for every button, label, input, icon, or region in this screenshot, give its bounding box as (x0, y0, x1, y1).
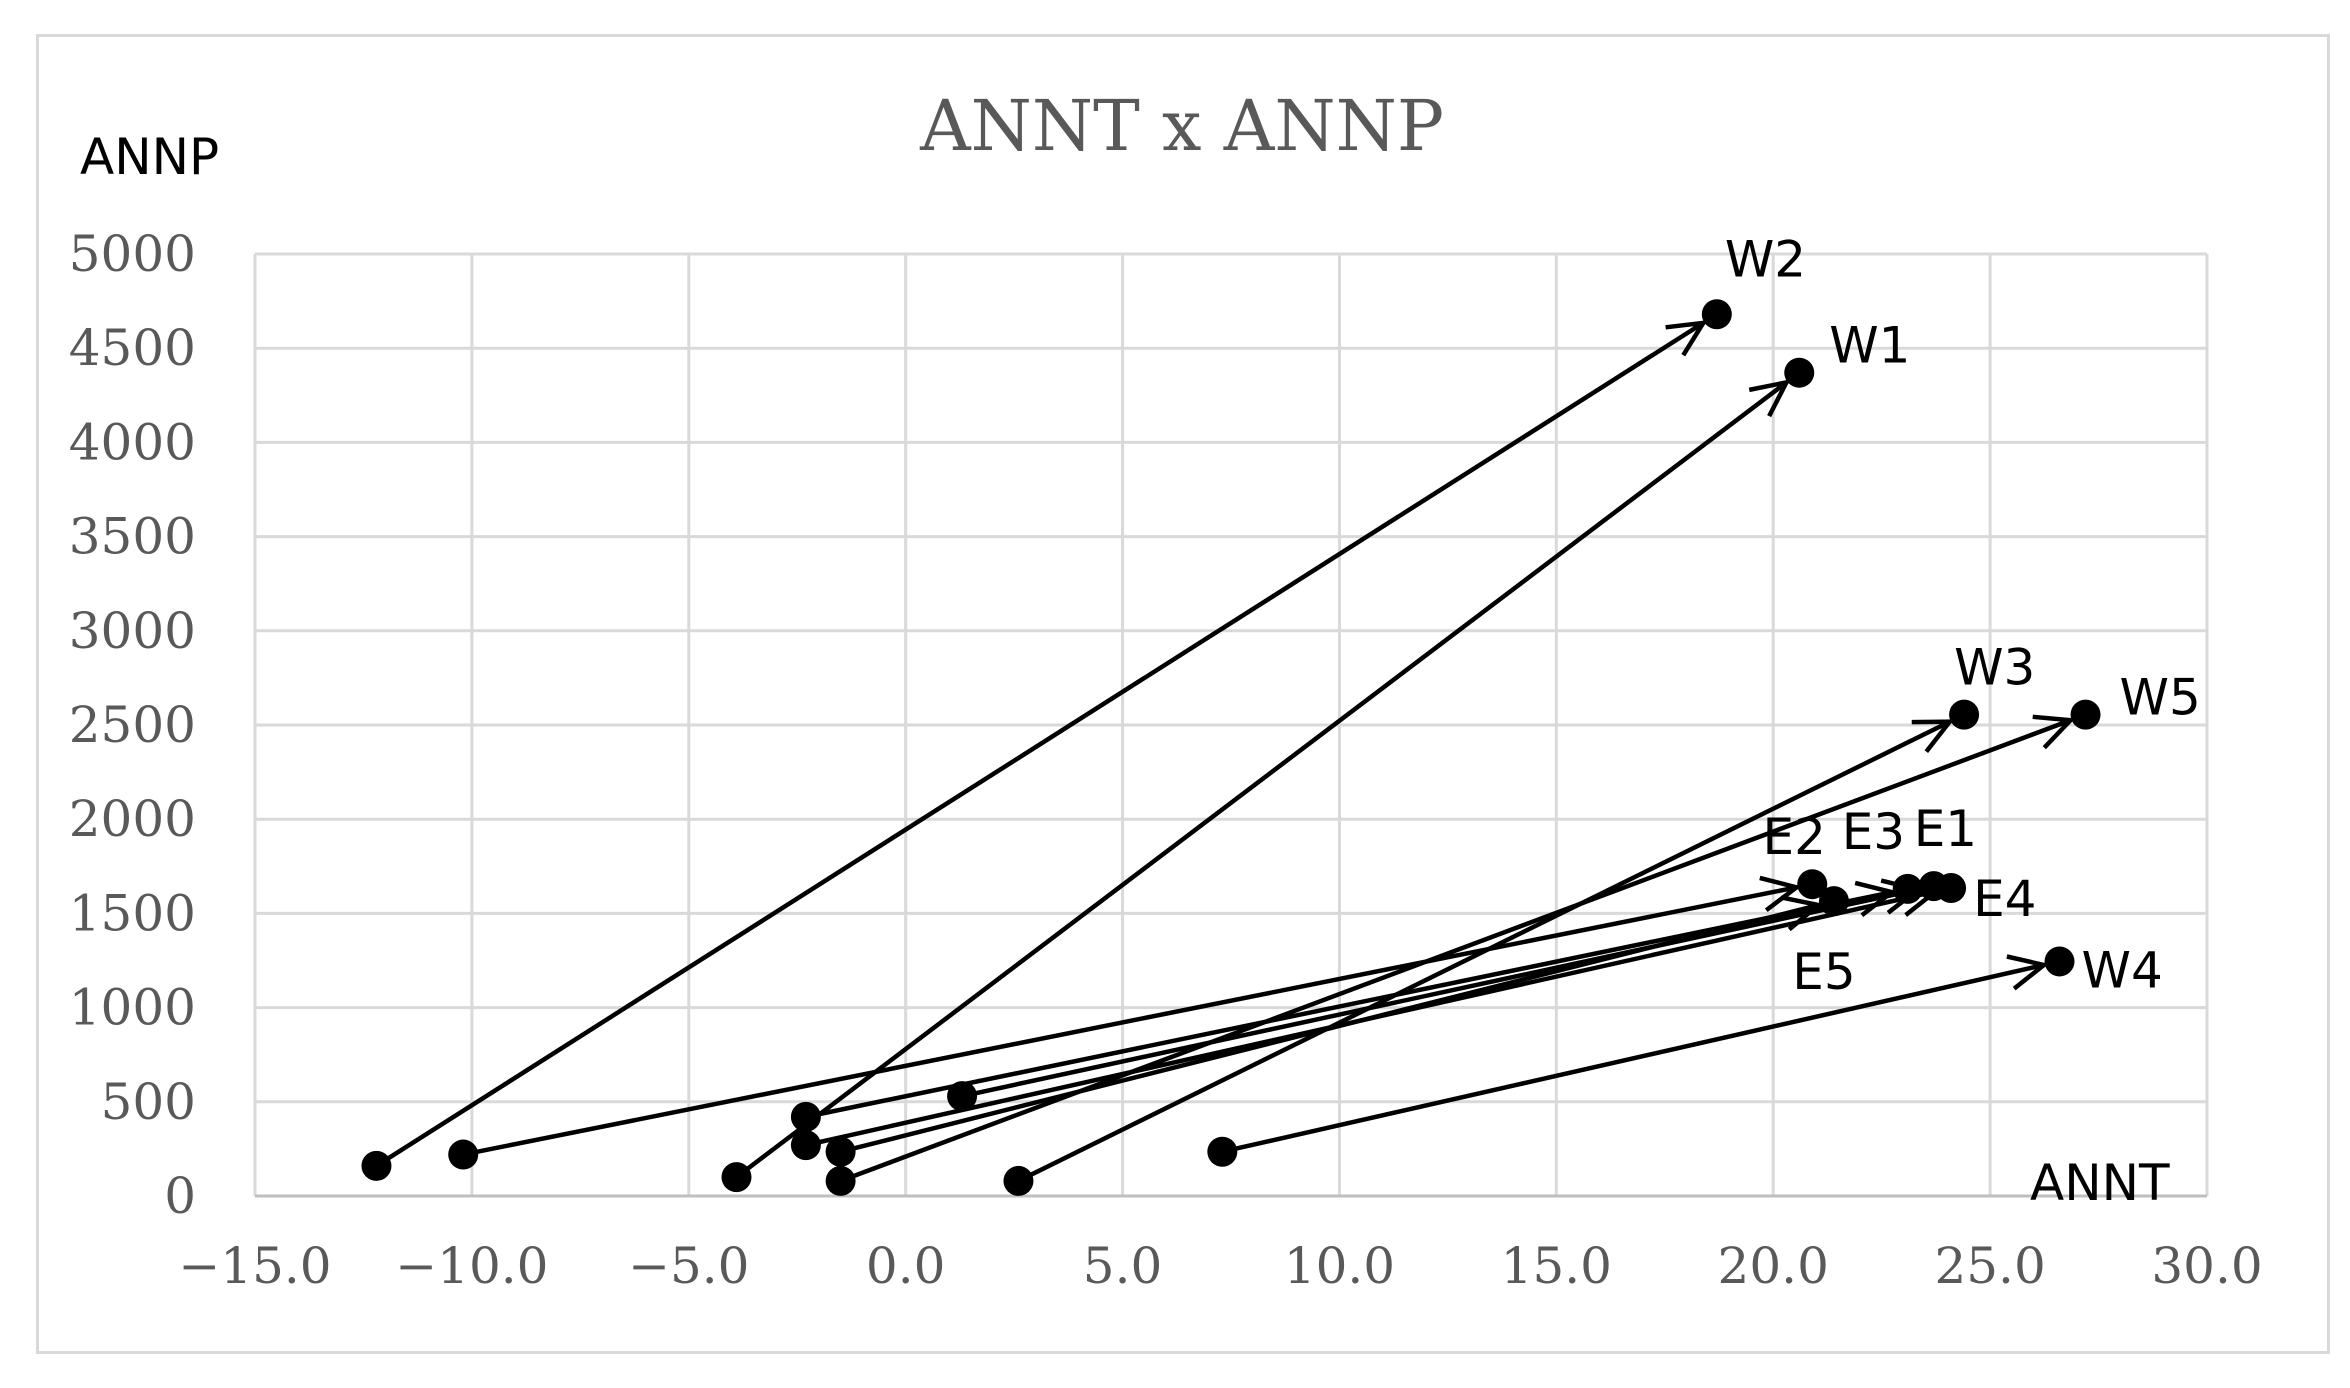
point-label-e2: E2 (1763, 808, 1826, 866)
y-tick-label: 3000 (69, 602, 196, 660)
arrows (375, 320, 2076, 1184)
arrow-w4 (1221, 954, 2049, 1154)
point-label-w4: W4 (2082, 941, 2163, 999)
end-point-w3 (1949, 699, 1980, 730)
start-point-w1 (721, 1162, 752, 1193)
y-tick-label: 2000 (69, 790, 196, 848)
x-tick-label: 15.0 (1501, 1237, 1612, 1295)
point-label-e4: E4 (1973, 870, 2036, 928)
x-tick-label: 30.0 (2151, 1237, 2262, 1295)
arrow-w2 (375, 320, 1708, 1168)
start-point-e4 (790, 1130, 821, 1161)
point-label-e1: E1 (1914, 800, 1977, 858)
point-label-w5: W5 (2120, 669, 2201, 727)
point-label-e5: E5 (1792, 943, 1855, 1001)
start-point-e2 (448, 1139, 479, 1170)
start-point-w3 (1003, 1165, 1034, 1196)
point-label-w3: W3 (1954, 639, 2035, 697)
x-tick-label: 0.0 (866, 1237, 946, 1295)
start-point-e3 (790, 1101, 821, 1132)
point-labels: W2 W1 W3 W5 W4 E2 E3 E1 E4 E5 (1725, 230, 2201, 1001)
end-point-w5 (2070, 699, 2101, 730)
arrow-e5 (840, 895, 1824, 1154)
y-tick-label: 3500 (69, 508, 196, 566)
x-axis-label: ANNT (2030, 1154, 2170, 1212)
y-tick-label: 4000 (69, 413, 196, 471)
y-tick-label: 500 (101, 1073, 196, 1131)
grid (253, 252, 2209, 1198)
chart-title: ANNT x ANNP (919, 85, 1444, 167)
x-tick-label: 10.0 (1284, 1237, 1395, 1295)
arrow-w5 (839, 714, 2076, 1184)
x-tick-label: 20.0 (1718, 1237, 1829, 1295)
arrow-w1 (735, 379, 1791, 1179)
tick-labels: −15.0 −10.0 −5.0 0.0 5.0 10.0 15.0 20.0 25.0 30.0… (69, 225, 2263, 1295)
y-tick-label: 5000 (69, 225, 196, 283)
y-tick-label: 0 (164, 1167, 196, 1225)
start-point-e5 (825, 1136, 856, 1167)
x-tick-label: −5.0 (628, 1237, 749, 1295)
start-point-w2 (361, 1150, 392, 1181)
end-point-w2 (1701, 299, 1732, 330)
start-point-e1 (947, 1081, 978, 1112)
end-point-w4 (2044, 946, 2075, 977)
start-point-w4 (1207, 1136, 1238, 1167)
arrow-e2 (462, 875, 1802, 1157)
x-tick-label: −15.0 (178, 1237, 331, 1295)
end-point-e4 (1936, 872, 1967, 903)
y-tick-label: 1500 (69, 884, 196, 942)
end-point-e3 (1892, 873, 1923, 904)
x-tick-label: 5.0 (1083, 1237, 1163, 1295)
y-tick-label: 4500 (69, 319, 196, 377)
start-point-w5 (825, 1165, 856, 1196)
points (361, 299, 2101, 1196)
end-point-e2 (1797, 869, 1828, 900)
end-point-w1 (1784, 357, 1815, 388)
y-tick-label: 2500 (69, 696, 196, 754)
x-tick-label: 25.0 (1934, 1237, 2045, 1295)
y-tick-label: 1000 (69, 979, 196, 1037)
point-label-w2: W2 (1725, 230, 1806, 288)
point-label-w1: W1 (1829, 317, 1910, 375)
x-tick-label: −10.0 (395, 1237, 548, 1295)
y-axis-label: ANNP (80, 128, 219, 186)
point-label-e3: E3 (1842, 803, 1905, 861)
end-point-e5 (1818, 886, 1849, 917)
